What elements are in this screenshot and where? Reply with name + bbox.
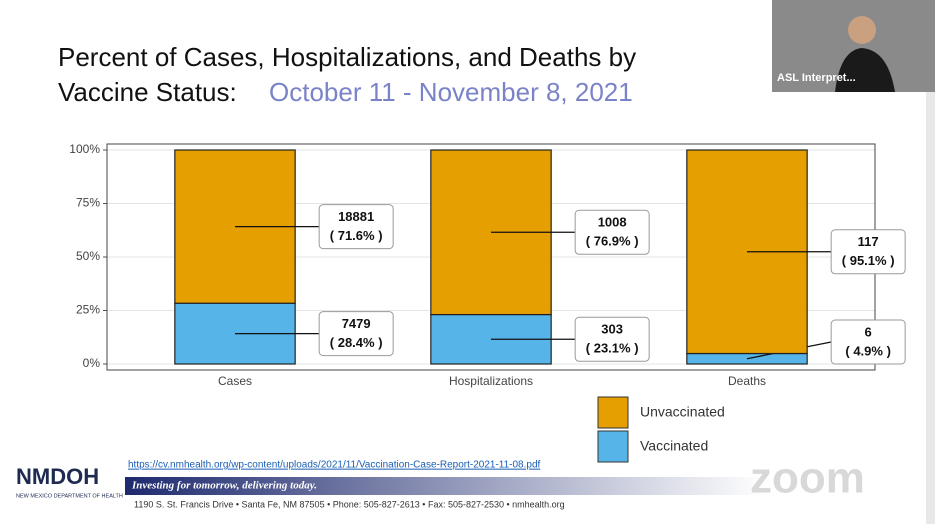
video-person (848, 16, 876, 44)
bar-segment (686, 352, 808, 365)
label-box (574, 209, 650, 255)
legend-swatch (597, 430, 629, 463)
source-link[interactable]: https://cv.nmhealth.org/wp-content/uploa… (128, 460, 541, 471)
tagline-band (125, 477, 765, 495)
y-tick-label: 50% (76, 249, 100, 263)
y-tick-label: 100% (69, 142, 100, 156)
count-label: 7479 (342, 316, 371, 331)
count-label: 18881 (338, 209, 374, 224)
y-tick-label: 75% (76, 196, 100, 210)
value-label: ( 23.1% ) (586, 341, 639, 356)
edge (926, 92, 935, 524)
address: 1190 S. St. Francis Drive • Santa Fe, NM… (134, 499, 565, 509)
label-box (318, 311, 394, 357)
x-tick-label: Cases (218, 374, 252, 388)
count-label: 1008 (598, 215, 627, 230)
chart-title: Percent of Cases, Hospitalizations, and … (58, 42, 636, 72)
value-label: ( 71.6% ) (330, 228, 383, 243)
label-box (574, 316, 650, 362)
y-tick-label: 25% (76, 303, 100, 317)
legend-swatch (597, 396, 629, 429)
count-label: 117 (858, 234, 879, 249)
label-box (318, 204, 394, 250)
x-tick-label: Hospitalizations (449, 374, 533, 388)
value-label: ( 95.1% ) (842, 253, 895, 268)
legend-label: Vaccinated (640, 438, 708, 454)
participant-name: ASL Interpret... (777, 72, 856, 84)
value-label: ( 76.9% ) (586, 234, 639, 249)
zoom-watermark: zoom (750, 454, 865, 503)
value-label: ( 28.4% ) (330, 335, 383, 350)
x-tick-label: Deaths (728, 374, 766, 388)
y-tick-label: 0% (83, 356, 101, 370)
video-person-body (835, 48, 895, 92)
logo: NMDOH (16, 464, 99, 489)
tagline: Investing for tomorrow, delivering today… (131, 480, 317, 492)
count-label: 303 (601, 322, 623, 337)
value-label: ( 4.9% ) (845, 343, 891, 358)
count-label: 6 (865, 324, 872, 339)
chart-title-2: Vaccine Status: (58, 77, 237, 107)
label-box (830, 229, 906, 275)
label-box (830, 319, 906, 365)
logo-sub: NEW MEXICO DEPARTMENT OF HEALTH (16, 493, 123, 499)
chart-subtitle: October 11 - November 8, 2021 (269, 77, 633, 107)
legend-label: Unvaccinated (640, 404, 725, 420)
